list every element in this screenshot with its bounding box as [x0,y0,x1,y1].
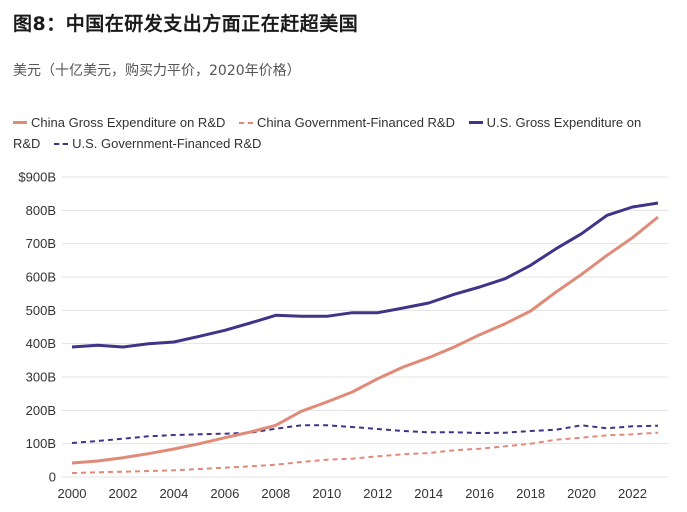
y-tick-label: 700B [26,236,56,251]
x-tick-label: 2016 [465,486,494,501]
y-tick-label: 100B [26,436,56,451]
legend-swatch-china-gross [13,121,27,125]
x-tick-label: 2018 [516,486,545,501]
series-lines [71,201,659,474]
legend-swatch-us-gross [468,121,483,125]
legend-item-us-gov: U.S. Government-Financed R&D [54,136,261,151]
x-tick-label: 2014 [414,486,443,501]
legend-label: China Government-Financed R&D [257,115,455,130]
legend: China Gross Expenditure on R&D China Gov… [13,112,681,154]
legend-item-china-gov: China Government-Financed R&D [239,115,455,130]
y-tick-label: 600B [26,270,56,285]
chart-subtitle: 美元（十亿美元，购买力平价，2020年价格） [13,63,301,79]
y-axis-ticks: 0 100B 200B 300B 400B 500B 600B 700B 800B $900B [18,170,56,485]
series-line-u-s-government-financed-r-d [71,424,659,444]
x-axis-ticks: 2000 2002 2004 2006 2008 2010 2012 2014 2016 2018… [58,486,647,501]
y-tick-label: 300B [26,370,56,385]
y-tick-label: 0 [49,470,56,485]
legend-label: U.S. Gross Expenditure on R&D [13,115,642,151]
x-tick-label: 2008 [261,486,290,501]
x-tick-label: 2000 [58,486,87,501]
x-tick-label: 2002 [108,486,137,501]
y-tick-label: 500B [26,303,56,318]
x-tick-label: 2022 [618,486,647,501]
chart-title: 图8：中国在研发支出方面正在赶超美国 [13,13,359,35]
gridlines [62,176,668,478]
x-tick-label: 2010 [312,486,341,501]
x-tick-label: 2004 [159,486,188,501]
y-tick-label: $900B [18,170,56,185]
x-tick-label: 2006 [210,486,239,501]
legend-item-china-gross: China Gross Expenditure on R&D [13,115,225,130]
y-tick-label: 400B [26,336,56,351]
legend-label: China Gross Expenditure on R&D [31,115,226,130]
y-tick-label: 800B [26,203,56,218]
series-line-china-government-financed-r-d [71,431,659,474]
legend-label: U.S. Government-Financed R&D [72,136,262,151]
legend-swatch-us-gov [54,142,69,145]
legend-swatch-china-gov [239,121,253,124]
y-tick-label: 200B [26,403,56,418]
x-tick-label: 2012 [363,486,392,501]
series-line-u-s-gross-expenditure-on-r-d [71,201,659,349]
series-line-china-gross-expenditure-on-r-d [71,215,659,465]
legend-item-us-gross: U.S. Gross Expenditure on R&D [13,115,641,151]
x-tick-label: 2020 [567,486,596,501]
